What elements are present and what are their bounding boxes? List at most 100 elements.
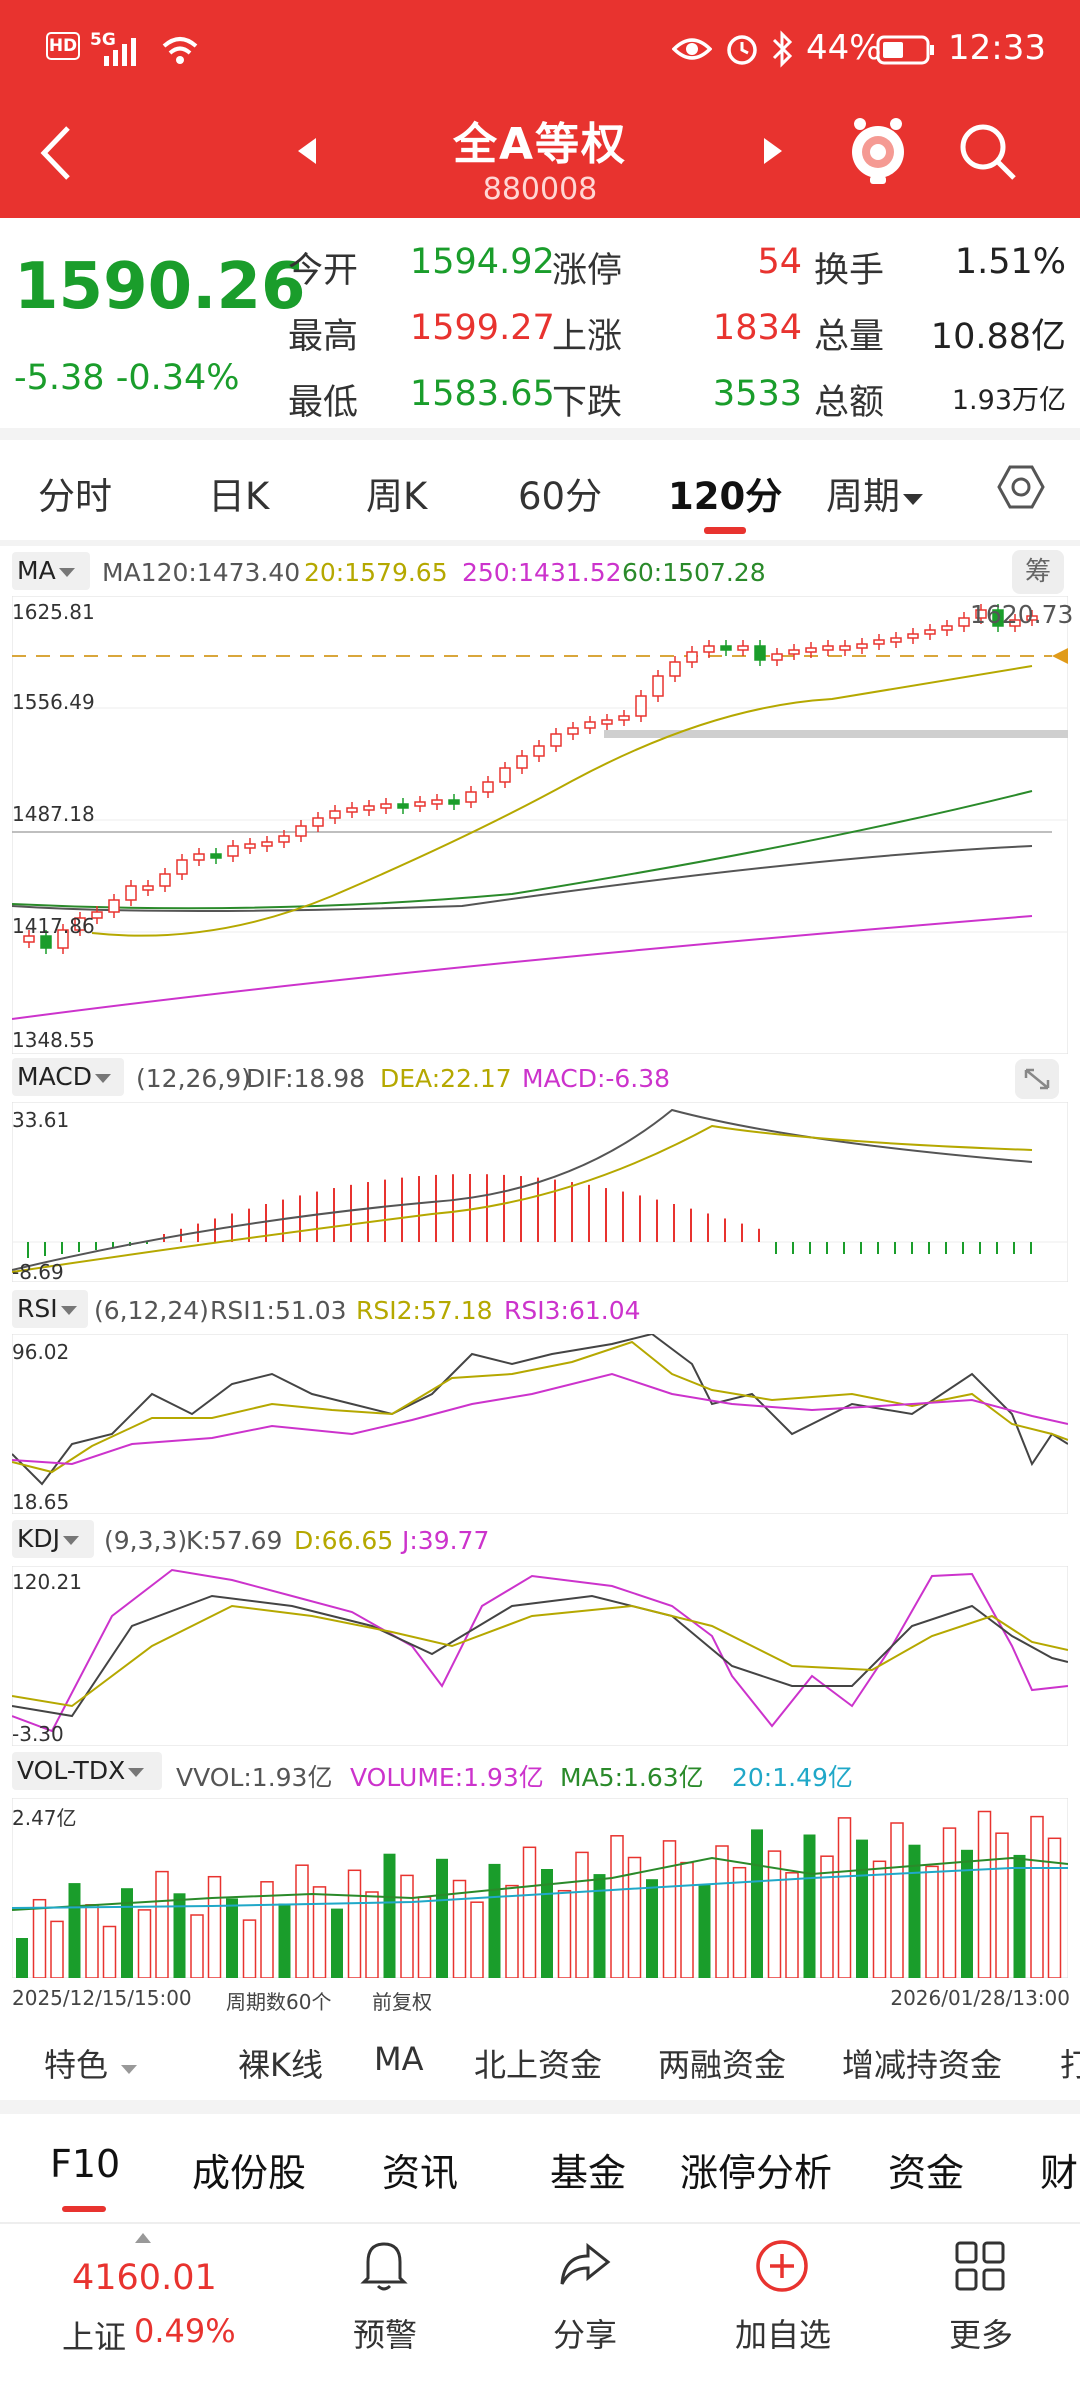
- chip-distribution-button[interactable]: 筹: [1012, 550, 1064, 594]
- volume-bar: [961, 1849, 973, 1978]
- kdj-axis-max: 120.21: [12, 1570, 82, 1594]
- tab-financial[interactable]: 财: [1040, 2151, 1079, 2195]
- vol-name: VOL-TDX: [17, 1756, 126, 1785]
- tab-news[interactable]: 资讯: [382, 2151, 459, 2195]
- more-grid-icon[interactable]: [954, 2240, 1006, 2292]
- kline-chart[interactable]: [12, 596, 1068, 1054]
- alert-button[interactable]: 预警: [352, 2316, 417, 2354]
- price-axis-max: 1625.81: [12, 600, 95, 624]
- tab-f10[interactable]: F10: [50, 2142, 121, 2186]
- more-button[interactable]: 更多: [948, 2316, 1013, 2354]
- decliners-value: 3533: [712, 374, 802, 414]
- stock-title: 全A等权: [452, 119, 628, 170]
- divider: [0, 540, 1080, 546]
- candle-body: [856, 643, 868, 649]
- prev-stock-icon[interactable]: [296, 136, 320, 166]
- next-stock-icon[interactable]: [760, 136, 784, 166]
- add-watchlist-button[interactable]: 加自选: [734, 2316, 831, 2354]
- caret-down-icon: [128, 1768, 145, 1777]
- macd-dea: DEA:22.17: [380, 1064, 512, 1093]
- tab-120min[interactable]: 120分: [668, 475, 783, 518]
- tab-capital[interactable]: 资金: [888, 2151, 965, 2195]
- bell-icon[interactable]: [358, 2238, 410, 2294]
- volume-bar: [1047, 1837, 1062, 1978]
- tab-constituents[interactable]: 成份股: [192, 2151, 307, 2195]
- f10-active-indicator: [62, 2206, 106, 2212]
- candle-body: [74, 917, 86, 931]
- rsi-indicator-selector[interactable]: RSI: [12, 1290, 88, 1328]
- expand-icon[interactable]: [1014, 1058, 1060, 1100]
- kdj-k: K:57.69: [186, 1526, 283, 1555]
- candle-body: [907, 633, 919, 639]
- volume-bar: [137, 1909, 152, 1978]
- feature-holdings-change[interactable]: 增减持资金: [842, 2046, 1003, 2084]
- tab-intraday[interactable]: 分时: [38, 475, 112, 518]
- candle-body: [380, 803, 392, 809]
- tab-60min[interactable]: 60分: [518, 475, 603, 518]
- candle-body: [839, 645, 851, 651]
- feature-special[interactable]: 特色: [44, 2040, 140, 2086]
- add-watchlist-icon[interactable]: [754, 2238, 810, 2294]
- mascot-icon[interactable]: [846, 114, 910, 186]
- sh-index-name: 上证: [62, 2318, 127, 2356]
- feature-northbound[interactable]: 北上资金: [474, 2046, 603, 2084]
- tab-funds[interactable]: 基金: [550, 2151, 627, 2195]
- volume-bar: [32, 1898, 47, 1978]
- kdj-j: J:39.77: [402, 1526, 490, 1555]
- volume-bar: [365, 1891, 379, 1978]
- feature-more[interactable]: 打: [1060, 2046, 1080, 2084]
- ma-name: MA: [17, 556, 56, 585]
- tab-period[interactable]: 周期: [826, 466, 926, 520]
- active-tab-indicator: [704, 527, 746, 534]
- price-axis-3: 1487.18: [12, 802, 95, 826]
- candle-body: [669, 661, 681, 677]
- candle-body: [754, 645, 766, 661]
- kdj-d: D:66.65: [294, 1526, 394, 1555]
- candle-body: [125, 885, 137, 901]
- hd-badge: HD: [46, 32, 80, 60]
- share-button[interactable]: 分享: [552, 2316, 617, 2354]
- last-price: 1590.26: [14, 250, 306, 324]
- volume-bar: [751, 1829, 763, 1978]
- volume-bar: [942, 1827, 957, 1978]
- tab-daily-k[interactable]: 日K: [208, 475, 270, 518]
- candle-body: [142, 885, 154, 891]
- limit-up-value: 54: [757, 242, 802, 282]
- volume-bar: [242, 1919, 257, 1978]
- candle-body: [975, 609, 987, 619]
- feature-naked-k[interactable]: 裸K线: [238, 2046, 323, 2084]
- share-icon[interactable]: [556, 2240, 612, 2290]
- candle-body: [771, 653, 783, 661]
- settings-hex-icon[interactable]: [996, 462, 1046, 512]
- macd-axis-max: 33.61: [12, 1108, 70, 1132]
- macd-indicator-selector[interactable]: MACD: [12, 1058, 124, 1096]
- change-value: -5.38: [14, 358, 105, 398]
- rsi-params: (6,12,24): [94, 1296, 209, 1325]
- back-icon[interactable]: [36, 124, 76, 182]
- feature-margin[interactable]: 两融资金: [658, 2046, 787, 2084]
- tab-weekly-k[interactable]: 周K: [366, 475, 428, 518]
- candle-body: [329, 810, 341, 819]
- candle-body: [737, 645, 749, 651]
- kdj-indicator-selector[interactable]: KDJ: [12, 1520, 94, 1558]
- volume-bar: [575, 1851, 589, 1978]
- volume-bar: [522, 1846, 537, 1978]
- candle-body: [499, 767, 511, 783]
- ma-indicator-selector[interactable]: MA: [12, 552, 90, 590]
- vol-indicator-selector[interactable]: VOL-TDX: [12, 1752, 162, 1790]
- candle-body: [805, 647, 817, 653]
- volume-value: 10.88亿: [930, 317, 1066, 357]
- volume-bar: [470, 1901, 484, 1978]
- candle-body: [924, 629, 936, 635]
- advancers-value: 1834: [712, 308, 802, 348]
- tab-limit-up-analysis[interactable]: 涨停分析: [680, 2151, 833, 2195]
- rsi1-value: RSI1:51.03: [210, 1296, 347, 1325]
- price-change: -5.38 -0.34%: [14, 358, 240, 398]
- top-bar: HD 5G 44% 12:33 全A等权 880008: [0, 0, 1080, 218]
- search-icon[interactable]: [956, 120, 1020, 184]
- volume-bar: [872, 1860, 887, 1978]
- vvol-value: VVOL:1.93亿: [176, 1763, 333, 1792]
- sh-index-value[interactable]: 4160.01: [72, 2258, 217, 2298]
- feature-ma[interactable]: MA: [374, 2040, 424, 2078]
